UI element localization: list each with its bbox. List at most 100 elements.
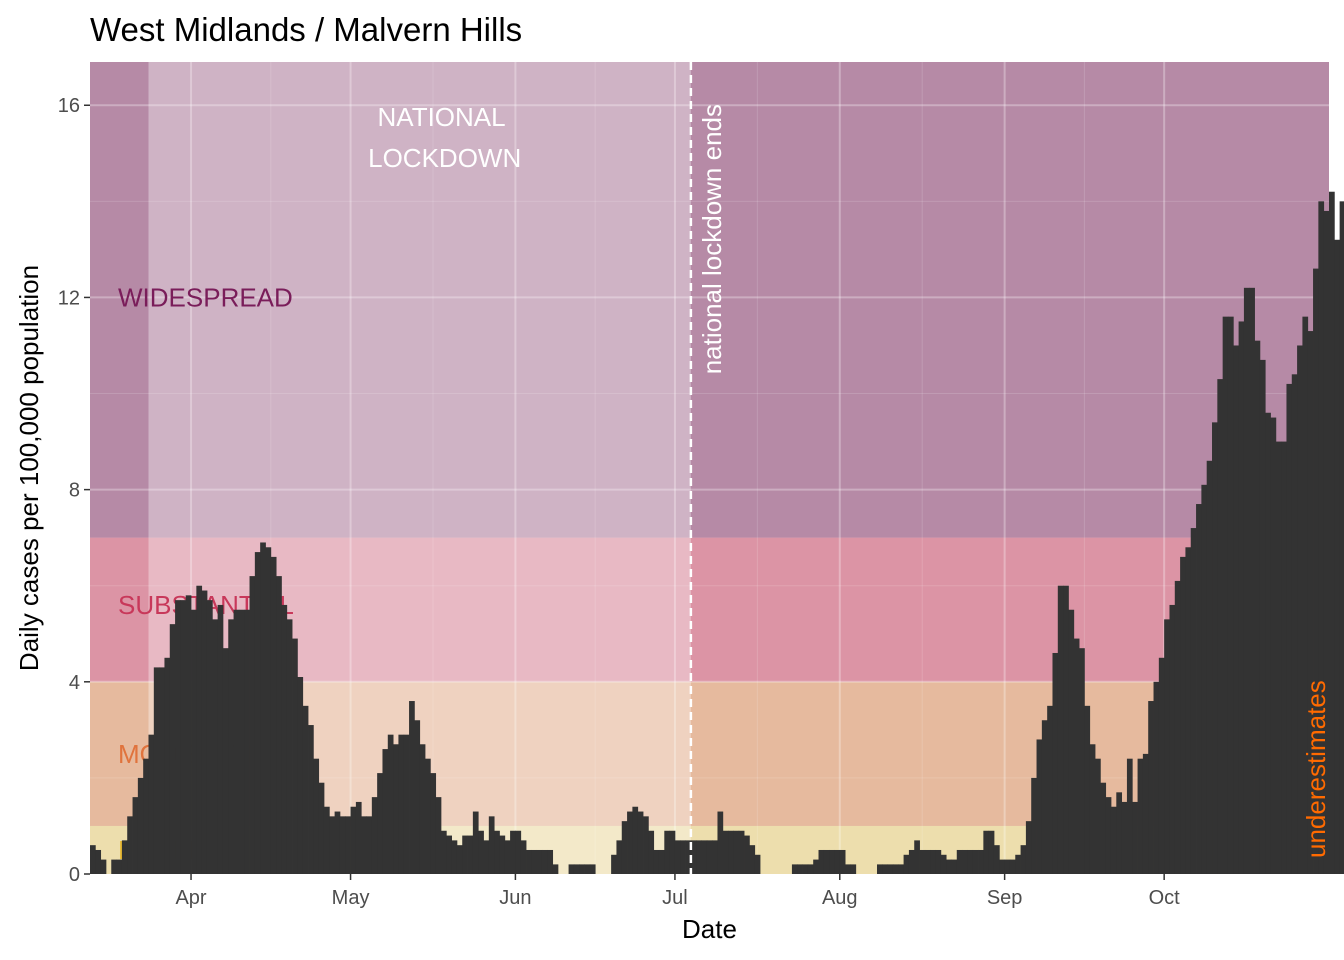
bar (127, 816, 133, 874)
bar (706, 840, 713, 874)
bar (1052, 652, 1059, 874)
bar (1227, 316, 1234, 874)
bar (276, 576, 282, 874)
bar (1148, 701, 1154, 874)
bar (121, 840, 128, 874)
bar (148, 734, 155, 874)
bar (143, 758, 149, 874)
bar (334, 811, 341, 874)
bar (744, 835, 750, 874)
bar (265, 547, 272, 874)
bar (100, 859, 107, 874)
bar (892, 864, 899, 874)
bar (1164, 619, 1170, 874)
bar (169, 624, 176, 874)
bar (1307, 331, 1314, 875)
bar (435, 797, 442, 874)
bar (446, 835, 452, 874)
bar (898, 864, 904, 874)
bar (584, 864, 591, 874)
bar (1206, 460, 1213, 874)
bar (674, 840, 681, 874)
bar (260, 542, 266, 874)
bar (648, 830, 655, 874)
bar (1169, 604, 1176, 874)
bar (206, 600, 213, 874)
chart-title: West Midlands / Malvern Hills (90, 11, 522, 48)
bar (510, 830, 516, 874)
bar (834, 849, 841, 874)
bar (393, 744, 399, 874)
bar (993, 845, 1000, 874)
bar (701, 840, 708, 874)
bar (1190, 528, 1197, 874)
x-tick-label: Apr (175, 887, 206, 909)
bar (1275, 441, 1282, 874)
bar (956, 849, 963, 874)
bar (254, 552, 261, 874)
y-tick-label: 8 (69, 480, 80, 502)
x-tick-label: Oct (1149, 887, 1181, 909)
bar (1089, 744, 1096, 874)
bar (164, 657, 171, 874)
bar (1142, 753, 1149, 874)
bar (568, 864, 575, 874)
bar (132, 797, 139, 874)
bar (685, 840, 692, 874)
bar (440, 830, 447, 874)
bar (1105, 797, 1112, 874)
bar (946, 859, 952, 874)
x-tick-label: Aug (822, 887, 858, 909)
bar (728, 830, 734, 874)
bar (1201, 484, 1208, 874)
bar (249, 576, 256, 874)
bar (153, 667, 160, 874)
bar (1339, 201, 1344, 874)
bar (180, 600, 187, 874)
bar (1297, 345, 1303, 875)
bar (738, 830, 745, 874)
bar (988, 830, 995, 874)
bar (1243, 287, 1250, 874)
x-tick-label: Sep (987, 887, 1023, 909)
bar (1100, 782, 1107, 874)
bar (488, 816, 495, 874)
bar (627, 811, 633, 874)
bar (839, 849, 846, 874)
bar (425, 758, 431, 874)
bar (845, 864, 851, 874)
bar (366, 816, 373, 874)
lockdown-label: NATIONAL LOCKDOWN (368, 102, 521, 173)
bar (414, 720, 421, 874)
lockdown-label-line-1: NATIONAL (378, 102, 506, 132)
bar (159, 667, 165, 874)
bar (712, 840, 718, 874)
bar (403, 734, 410, 874)
bar (850, 864, 857, 874)
bar (823, 849, 830, 874)
bar (1302, 316, 1309, 874)
bar (1121, 801, 1128, 874)
bar (935, 849, 942, 874)
bar (669, 830, 676, 874)
bar (499, 835, 506, 874)
bar (797, 864, 803, 874)
bar (882, 864, 889, 874)
underestimates-label: underestimates (1301, 680, 1331, 858)
bar (1265, 412, 1271, 874)
bar (1084, 705, 1091, 874)
x-axis: Apr May Jun Jul Aug Sep Oct (175, 874, 1180, 909)
bar (531, 849, 538, 874)
bar (754, 854, 761, 874)
bar (643, 816, 649, 874)
bar (962, 849, 968, 874)
bar (515, 830, 522, 874)
bar (504, 840, 511, 874)
bar (1009, 859, 1016, 874)
bar (552, 864, 559, 874)
bar (1233, 345, 1240, 875)
bar (302, 705, 309, 874)
band-label-widespread: WIDESPREAD (118, 282, 293, 312)
bar (1281, 441, 1287, 874)
bar (1079, 648, 1085, 874)
